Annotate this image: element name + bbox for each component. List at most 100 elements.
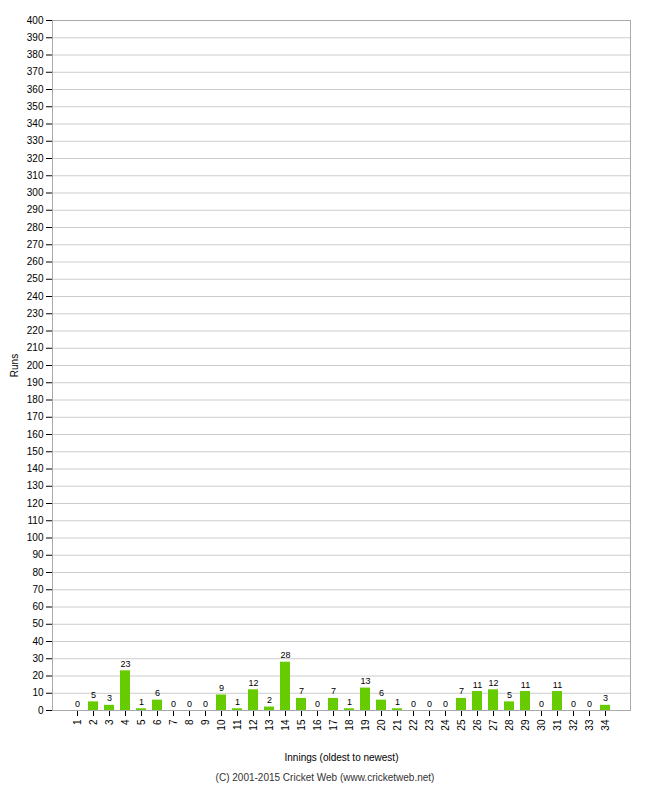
svg-text:150: 150: [27, 446, 44, 457]
svg-text:28: 28: [280, 650, 290, 660]
svg-text:23: 23: [424, 719, 435, 731]
svg-text:0: 0: [587, 699, 592, 709]
svg-text:3: 3: [104, 719, 115, 725]
svg-text:100: 100: [27, 532, 44, 543]
svg-text:180: 180: [27, 394, 44, 405]
svg-text:7: 7: [168, 719, 179, 725]
svg-text:13: 13: [360, 676, 370, 686]
svg-text:50: 50: [32, 618, 44, 629]
svg-text:13: 13: [264, 719, 275, 731]
svg-text:280: 280: [27, 222, 44, 233]
svg-text:0: 0: [411, 699, 416, 709]
svg-text:300: 300: [27, 187, 44, 198]
svg-text:390: 390: [27, 32, 44, 43]
svg-text:1: 1: [72, 719, 83, 725]
svg-text:28: 28: [504, 719, 515, 731]
svg-text:12: 12: [248, 678, 258, 688]
svg-text:170: 170: [27, 411, 44, 422]
svg-text:2: 2: [267, 695, 272, 705]
svg-text:34: 34: [600, 719, 611, 731]
svg-text:17: 17: [328, 719, 339, 731]
svg-text:240: 240: [27, 291, 44, 302]
svg-text:27: 27: [488, 719, 499, 731]
svg-text:11: 11: [232, 719, 243, 730]
svg-text:20: 20: [32, 670, 44, 681]
svg-text:3: 3: [107, 693, 112, 703]
svg-text:320: 320: [27, 153, 44, 164]
svg-text:200: 200: [27, 360, 44, 371]
svg-text:0: 0: [443, 699, 448, 709]
svg-text:15: 15: [296, 719, 307, 731]
svg-text:33: 33: [584, 719, 595, 731]
svg-text:9: 9: [200, 719, 211, 725]
svg-text:14: 14: [280, 719, 291, 731]
svg-text:0: 0: [427, 699, 432, 709]
svg-text:19: 19: [360, 719, 371, 731]
svg-text:40: 40: [32, 636, 44, 647]
svg-text:0: 0: [187, 699, 192, 709]
svg-text:31: 31: [552, 719, 563, 731]
svg-text:12: 12: [488, 678, 498, 688]
svg-text:110: 110: [28, 515, 44, 526]
svg-text:24: 24: [440, 719, 451, 731]
svg-text:5: 5: [91, 690, 96, 700]
svg-text:21: 21: [392, 719, 403, 731]
svg-text:250: 250: [27, 273, 44, 284]
svg-text:26: 26: [472, 719, 483, 731]
svg-text:380: 380: [27, 49, 44, 60]
svg-text:0: 0: [315, 699, 320, 709]
svg-text:7: 7: [299, 686, 304, 696]
svg-text:0: 0: [539, 699, 544, 709]
svg-text:160: 160: [27, 429, 44, 440]
svg-text:190: 190: [27, 377, 44, 388]
svg-text:340: 340: [27, 118, 44, 129]
svg-text:29: 29: [520, 719, 531, 731]
svg-text:32: 32: [568, 719, 579, 731]
svg-text:Runs: Runs: [9, 354, 20, 377]
svg-text:90: 90: [32, 549, 44, 560]
svg-text:0: 0: [571, 699, 576, 709]
svg-text:60: 60: [32, 601, 44, 612]
svg-text:Innings (oldest to newest): Innings (oldest to newest): [285, 752, 399, 763]
svg-text:8: 8: [184, 719, 195, 725]
svg-text:1: 1: [347, 697, 352, 707]
svg-text:80: 80: [32, 567, 44, 578]
svg-text:310: 310: [27, 170, 44, 181]
svg-text:1: 1: [139, 697, 144, 707]
svg-text:2: 2: [88, 719, 99, 725]
svg-text:12: 12: [248, 719, 259, 731]
svg-text:6: 6: [152, 719, 163, 725]
svg-text:0: 0: [75, 699, 80, 709]
svg-text:70: 70: [32, 584, 44, 595]
svg-text:6: 6: [379, 688, 384, 698]
svg-text:360: 360: [27, 84, 44, 95]
svg-text:400: 400: [27, 15, 44, 26]
svg-text:23: 23: [120, 659, 130, 669]
svg-text:370: 370: [27, 66, 44, 77]
svg-text:9: 9: [219, 683, 224, 693]
svg-text:120: 120: [27, 498, 44, 509]
svg-text:1: 1: [235, 697, 240, 707]
svg-text:260: 260: [27, 256, 44, 267]
svg-text:10: 10: [32, 687, 44, 698]
svg-text:230: 230: [27, 308, 44, 319]
svg-text:7: 7: [331, 686, 336, 696]
svg-text:5: 5: [507, 690, 512, 700]
svg-text:210: 210: [27, 342, 44, 353]
svg-text:330: 330: [27, 135, 44, 146]
svg-text:30: 30: [32, 653, 44, 664]
svg-text:4: 4: [120, 719, 131, 725]
svg-text:6: 6: [155, 688, 160, 698]
svg-text:20: 20: [376, 719, 387, 731]
svg-text:10: 10: [216, 719, 227, 731]
svg-text:220: 220: [27, 325, 44, 336]
svg-text:1: 1: [395, 697, 400, 707]
svg-text:140: 140: [27, 463, 44, 474]
svg-text:290: 290: [27, 204, 44, 215]
svg-text:11: 11: [521, 680, 530, 690]
svg-text:11: 11: [473, 680, 482, 690]
svg-text:18: 18: [344, 719, 355, 731]
svg-text:130: 130: [27, 480, 44, 491]
svg-text:22: 22: [408, 719, 419, 731]
svg-text:25: 25: [456, 719, 467, 731]
